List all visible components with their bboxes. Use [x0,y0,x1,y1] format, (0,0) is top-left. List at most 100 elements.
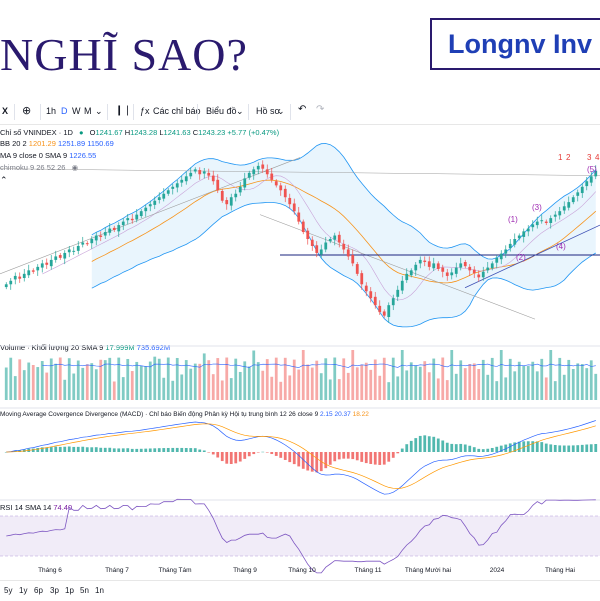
x-axis-label: Tháng Hai [545,567,575,574]
bb-upper-line [91,143,597,260]
undo-icon[interactable]: ↶ [298,104,307,115]
volume-bar [108,357,112,400]
candle-body [328,239,332,242]
macd-histogram-bar [477,448,481,452]
brand-box: Longnv Inv [430,18,600,70]
eye-icon[interactable]: ◉ [71,163,79,172]
candle-body [283,188,287,198]
chevron-down-icon[interactable]: ⌄ [277,106,285,116]
candle-body [360,273,364,285]
candle-body [45,262,49,265]
range-1p[interactable]: 1p [65,586,74,595]
macd-histogram-bar [369,452,373,464]
volume-bar [310,367,314,400]
macd-histogram-bar [364,452,368,464]
chevron-down-icon[interactable]: ⌄ [236,106,244,116]
macd-histogram-bar [234,452,238,464]
redo-icon[interactable]: ↷ [316,104,325,115]
volume-bar [441,357,445,400]
volume-bar [382,357,386,400]
price-chart[interactable]: (1) (2) (3) (4) (5) 1 2 3 4 Tháng 6 Tháng 7 Tháng T… [0,0,600,580]
candle-body [135,214,139,220]
candle-body [409,270,413,276]
candle-body [585,181,589,187]
candle-type-icon[interactable]: ❙❘ [115,105,132,116]
volume-bar [4,367,8,400]
legend-macd-v1: 2.15 [320,411,333,418]
volume-bar [22,370,26,400]
macd-histogram-bar [526,441,530,452]
macd-histogram-bar [418,435,422,452]
macd-histogram-bar [333,452,337,462]
volume-bar [373,359,377,400]
candle-body [526,228,530,232]
macd-histogram-bar [454,444,458,452]
candle-body [108,228,112,233]
volume-bar [94,369,98,400]
candle-body [472,269,476,274]
range-6p[interactable]: 6p [34,586,43,595]
candle-body [391,298,395,306]
volume-bar [193,363,197,400]
volume-bar [495,381,499,400]
compare-plus-icon[interactable]: ⊕ [22,105,32,117]
collapse-chevron-icon[interactable]: ⌃ [0,175,8,185]
legend-macd-name: Moving Average Covergence Divergence (MA… [0,411,319,418]
macd-histogram-bar [405,444,409,452]
range-1y[interactable]: 1y [19,586,28,595]
range-5n[interactable]: 5n [80,586,89,595]
indicators-icon[interactable]: ƒx [140,106,150,116]
candle-body [247,172,251,178]
volume-bar [180,374,184,400]
candle-body [436,263,440,269]
timeframe-1h[interactable]: 1h [46,106,57,116]
candle-body [558,211,562,216]
volume-bar [562,374,566,400]
candle-body [157,197,161,201]
volume-bar [157,358,161,400]
template-button[interactable]: Hồ sơ [256,106,281,116]
range-5y[interactable]: 5y [4,586,13,595]
volume-bar [90,363,94,400]
volume-bar [81,367,85,400]
chevron-down-icon[interactable]: ⌄ [95,106,103,116]
volume-bar [27,362,31,400]
volume-bar [234,358,238,400]
macd-histogram-bar [81,446,85,452]
symbol-button[interactable]: X [2,106,9,116]
candle-body [189,172,193,177]
volume-bar [279,381,283,400]
candle-body [36,266,40,271]
candle-body [94,235,98,241]
volume-bar [337,379,341,400]
macd-histogram-bar [261,451,265,453]
macd-histogram-bar [346,452,350,459]
volume-bar [450,350,454,400]
volume-bar [504,377,508,400]
range-1n[interactable]: 1n [95,586,104,595]
timeframe-d[interactable]: D [61,106,68,116]
wave-label: (5) [587,165,597,174]
volume-bar [9,357,13,400]
macd-histogram-bar [315,452,319,473]
candle-body [301,221,305,233]
wave-label: (3) [532,203,542,212]
candle-body [261,164,265,169]
bollinger-band-fill [91,143,596,327]
volume-bar [225,357,229,400]
macd-histogram-bar [270,452,274,455]
macd-histogram-bar [585,444,589,452]
indicators-button[interactable]: Các chỉ báo [153,106,201,116]
macd-histogram-bar [414,438,418,452]
candle-body [90,239,94,244]
timeframe-m[interactable]: M [84,106,92,116]
macd-histogram-bar [117,448,121,452]
candle-body [432,263,436,269]
macd-histogram-bar [162,448,166,452]
chart-type-button[interactable]: Biểu đồ [206,106,237,116]
range-3p[interactable]: 3p [50,586,59,595]
volume-bar [117,357,121,400]
macd-histogram-bar [423,435,427,452]
timeframe-w[interactable]: W [72,106,81,116]
volume-bar [130,371,134,400]
